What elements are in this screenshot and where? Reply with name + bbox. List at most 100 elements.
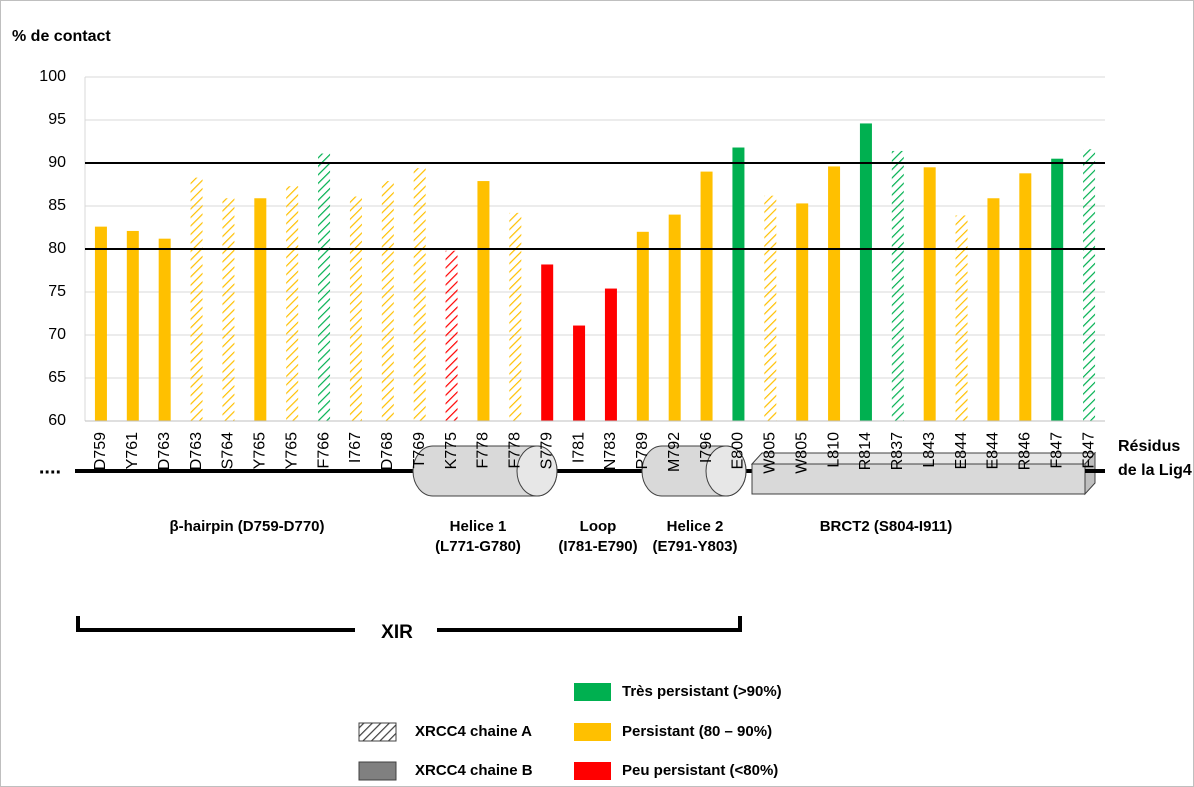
bar (987, 198, 1000, 421)
x-tick-label: D763 (156, 432, 173, 470)
legend-swatch (574, 683, 611, 701)
x-axis-label: Résidus (1118, 438, 1180, 455)
helix-2 (641, 445, 747, 497)
region-bracket (76, 616, 355, 632)
x-tick-label: Y765 (252, 432, 269, 469)
y-tick-label: 75 (48, 283, 66, 300)
bar (1083, 149, 1096, 422)
x-tick-label: F778 (475, 432, 492, 469)
y-tick-label: 60 (48, 412, 66, 429)
x-tick-label: F847 (1048, 432, 1065, 469)
ellipsis: .... (39, 456, 61, 478)
y-tick-label: 95 (48, 111, 66, 128)
x-tick-label: F766 (315, 432, 332, 469)
bar (1019, 173, 1032, 421)
legend-label: Peu persistant (<80%) (622, 762, 778, 779)
x-tick-label: N783 (602, 432, 619, 470)
x-tick-label: S779 (538, 432, 555, 469)
bar (190, 177, 203, 421)
bar (955, 215, 968, 421)
legend-swatch (574, 762, 611, 780)
helix-1 (412, 445, 558, 497)
bar (413, 168, 426, 421)
x-tick-label: I767 (347, 432, 364, 463)
bar (254, 198, 267, 421)
bar (700, 171, 713, 421)
y-tick-label: 80 (48, 240, 66, 257)
bar (509, 212, 522, 421)
domain-label: (I781-E790) (558, 538, 637, 555)
bar (732, 147, 745, 421)
x-tick-label: K775 (443, 432, 460, 469)
bar (318, 153, 331, 422)
bar (828, 166, 841, 421)
y-tick-label: 100 (39, 68, 66, 85)
bar (636, 231, 649, 421)
bar (923, 167, 936, 421)
x-tick-label: I781 (570, 432, 587, 463)
bar (1051, 158, 1064, 421)
x-tick-label: Y761 (124, 432, 141, 469)
domain-label: β-hairpin (D759-D770) (169, 518, 324, 535)
x-tick-label: R814 (857, 432, 874, 470)
legend-label: Très persistant (>90%) (622, 683, 782, 700)
legend-swatch (358, 761, 397, 781)
bar (381, 181, 394, 421)
bar (477, 181, 490, 421)
x-tick-label: I796 (698, 432, 715, 463)
domain-label: (E791-Y803) (652, 538, 737, 555)
y-tick-label: 85 (48, 197, 66, 214)
domain-label: Loop (580, 518, 617, 535)
legend-label: XRCC4 chaine A (415, 723, 532, 740)
legend-label: XRCC4 chaine B (415, 762, 533, 779)
y-axis-label: % de contact (12, 28, 111, 45)
brct2-box (750, 451, 1097, 496)
domain-label: Helice 2 (667, 518, 724, 535)
bar (286, 186, 299, 421)
x-tick-label: L810 (825, 432, 842, 468)
x-tick-label: W805 (762, 432, 779, 474)
region-label: XIR (381, 622, 413, 643)
x-tick-label: S764 (220, 432, 237, 469)
x-tick-label: D768 (379, 432, 396, 470)
legend-label: Persistant (80 – 90%) (622, 723, 772, 740)
legend-swatch (574, 723, 611, 741)
domain-label: BRCT2 (S804-I911) (820, 518, 953, 535)
bar (349, 196, 362, 421)
bar (859, 123, 872, 421)
bar (158, 238, 171, 421)
x-tick-label: W805 (793, 432, 810, 474)
x-tick-label: E844 (985, 432, 1002, 469)
x-tick-label: F778 (507, 432, 524, 469)
x-tick-label: E844 (953, 432, 970, 469)
bar (573, 325, 586, 421)
bar (541, 264, 554, 421)
legend-swatch (358, 722, 397, 742)
x-tick-label: P789 (634, 432, 651, 469)
domain-label: Helice 1 (450, 518, 507, 535)
bar (668, 214, 681, 421)
x-axis-label: de la Lig4 (1118, 462, 1192, 479)
bar (445, 250, 458, 421)
x-tick-label: E800 (730, 432, 747, 469)
bar (764, 195, 777, 421)
x-tick-label: D759 (92, 432, 109, 470)
x-tick-label: Y765 (283, 432, 300, 469)
bar (222, 198, 235, 421)
x-tick-label: M792 (666, 432, 683, 472)
bar (604, 288, 617, 421)
bar (94, 226, 107, 421)
x-tick-label: R837 (889, 432, 906, 470)
y-tick-label: 70 (48, 326, 66, 343)
bar (891, 150, 904, 421)
bar (796, 203, 809, 421)
y-tick-label: 90 (48, 154, 66, 171)
x-tick-label: L843 (921, 432, 938, 468)
bar (126, 230, 139, 421)
x-tick-label: F847 (1080, 432, 1097, 469)
domain-label: (L771-G780) (435, 538, 521, 555)
x-tick-label: R846 (1017, 432, 1034, 470)
y-tick-label: 65 (48, 369, 66, 386)
